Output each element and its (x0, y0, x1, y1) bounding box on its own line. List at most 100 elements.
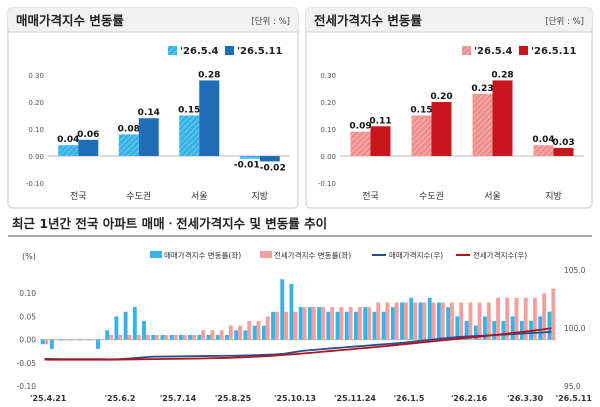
category-label: 서울 (191, 191, 208, 202)
legend-label-series-2: '26.5.11 (237, 46, 282, 57)
sale-rate-bar (188, 334, 193, 340)
sale-rate-bar (501, 321, 506, 340)
sale-index-line (44, 330, 552, 361)
bar-value-label: 0.15 (410, 106, 432, 116)
sale-rate-bar (252, 325, 257, 340)
legend-label-series-2: '26.5.11 (531, 46, 576, 57)
sale-rate-bar (307, 307, 312, 340)
bar-value-label: -0.01 (234, 161, 260, 171)
sale-rate-bar (547, 311, 552, 340)
sale-rate-bar (510, 316, 515, 340)
bar-value-label: 0.20 (430, 92, 452, 102)
jeonse-rate-bar (450, 302, 454, 340)
bar-value-label: 0.11 (369, 116, 391, 126)
legend-swatch-jeonse-rate (260, 251, 272, 258)
sale-rate-bar (114, 316, 119, 340)
unit-label: [단위 : %] (545, 16, 584, 27)
sale-rate-bar (427, 297, 432, 340)
sale-rate-bar (473, 325, 478, 340)
jeonse-rate-bar (440, 302, 445, 340)
sale-rate-bar (381, 311, 386, 340)
x-tick-label: '25.7.14 (160, 394, 197, 403)
sale-rate-bar (317, 307, 322, 340)
sale-rate-bar (354, 311, 358, 340)
sale-rate-bar (225, 334, 229, 340)
jeonse-rate-bar (514, 297, 519, 340)
jeonse-rate-bar (422, 302, 427, 340)
bar-value-label: 0.15 (178, 106, 200, 116)
jeonse-rate-bar (256, 321, 261, 340)
jeonse-rate-bar (532, 297, 537, 340)
legend-swatch-sale-rate (150, 251, 162, 258)
jeonse-rate-bar (118, 334, 123, 340)
jeonse-rate-bar (155, 334, 160, 340)
jeonse-rate-bar (173, 334, 178, 340)
sale-rate-bar (289, 283, 294, 340)
sale-rate-bar (169, 334, 174, 340)
sale-rate-bar (243, 330, 248, 340)
x-tick-label: '26.1.5 (394, 394, 425, 403)
legend-label-jeonse-rate: 전세가격지수 변동률(좌) (274, 250, 351, 260)
x-tick-label: '25.8.25 (215, 394, 252, 403)
sale-rate-panel: 매매가격지수 변동률 [단위 : %] '26.5.4 '26.5.11 0.3… (7, 7, 299, 209)
sale-rate-bar (40, 339, 45, 345)
sale-rate-bar (197, 334, 202, 340)
jeonse-rate-panel: 전세가격지수 변동률 [단위 : %] '26.5.4 '26.5.11 0.3… (305, 7, 593, 209)
jeonse-rate-bar (496, 297, 500, 340)
y-left-tick-label: 0.00 (19, 336, 36, 345)
bar-수도권-series-1 (411, 115, 432, 156)
bar-value-label: 0.23 (471, 84, 493, 94)
bar-전국-series-1 (58, 145, 79, 156)
sale-rate-bar (390, 307, 395, 340)
y-left-tick-label: 0.05 (19, 312, 36, 321)
y-tick-label: 0.20 (28, 99, 44, 107)
category-label: 지방 (251, 191, 268, 202)
sale-rate-bar (206, 334, 211, 340)
bar-지방-series-2 (553, 147, 574, 156)
jeonse-rate-bar (431, 302, 436, 340)
y-tick-label: 0.30 (320, 72, 336, 80)
sale-rate-bar (132, 307, 137, 340)
legend-label-sale-index: 매매가격지수(우) (389, 250, 443, 260)
category-label: 전국 (70, 191, 87, 202)
sale-rate-bar (335, 311, 340, 340)
jeonse-rate-bar (192, 334, 196, 340)
jeonse-rate-bar (219, 330, 224, 340)
sale-rate-bar (492, 321, 497, 340)
sale-rate-bar (105, 330, 110, 340)
jeonse-rate-bar (357, 307, 362, 340)
jeonse-rate-bar (394, 302, 399, 340)
x-tick-label: '25.11.24 (334, 394, 376, 403)
panel-title: 매매가격지수 변동률 (16, 13, 124, 28)
jeonse-rate-bar (99, 339, 104, 341)
jeonse-rate-bar (348, 307, 353, 340)
sale-rate-bar (409, 297, 414, 340)
jeonse-rate-bar (505, 297, 510, 340)
jeonse-rate-bar (413, 302, 418, 340)
x-tick-label: '26.3.30 (507, 394, 544, 403)
sale-rate-bar (436, 302, 441, 340)
y-right-tick-label: 100.0 (564, 324, 586, 333)
x-tick-label: '26.2.16 (451, 394, 488, 403)
y-tick-label: 0.30 (28, 72, 44, 80)
jeonse-rate-bar (274, 311, 279, 340)
sale-rate-bar (178, 334, 183, 340)
sale-rate-bar (455, 316, 460, 340)
y-tick-label: 0.00 (320, 153, 336, 161)
jeonse-rate-bar (228, 325, 233, 340)
sale-rate-bar (86, 339, 91, 341)
jeonse-rate-bar (201, 330, 206, 340)
sale-rate-bar (280, 279, 285, 340)
category-label: 서울 (484, 191, 501, 202)
jeonse-rate-bar (321, 307, 325, 340)
y-tick-label: -0.10 (26, 180, 44, 188)
sale-rate-bar (326, 311, 331, 340)
jeonse-rate-bar (523, 297, 528, 340)
legend-swatch-series-2 (225, 46, 234, 55)
bar-value-label: -0.02 (260, 163, 286, 173)
sale-rate-bar (96, 339, 100, 349)
sale-rate-bar (49, 339, 54, 349)
legend-swatch-series-1 (462, 46, 471, 55)
jeonse-rate-bar (238, 325, 242, 340)
legend-label-series-1: '26.5.4 (474, 46, 513, 57)
